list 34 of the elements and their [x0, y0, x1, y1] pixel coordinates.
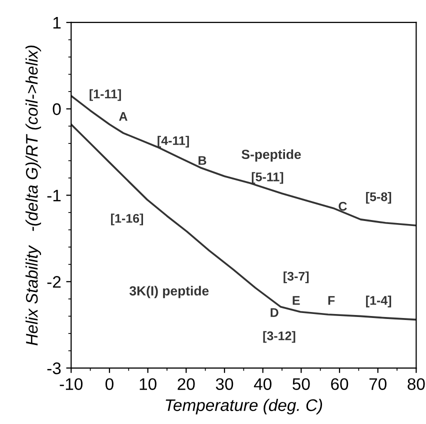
annotation: [1-16]	[111, 214, 144, 226]
x-tick-label: 0	[106, 378, 114, 390]
y-tick-label: -2	[47, 276, 61, 288]
annotation: A	[119, 112, 128, 121]
x-tick-label: 10	[140, 378, 156, 390]
series-label: S-peptide	[242, 149, 301, 162]
annotation: [1-11]	[90, 89, 121, 101]
x-tick-label: 50	[292, 378, 310, 390]
x-tick-label: -10	[60, 378, 83, 390]
x-tick-label: 80	[408, 378, 425, 390]
annotation: E	[292, 296, 300, 305]
line-series	[71, 124, 416, 321]
text: 3K(I) peptide	[129, 286, 209, 298]
annotation: B	[198, 156, 206, 165]
y-tick-label: -1	[47, 190, 61, 202]
annotation: [1-4]	[366, 296, 392, 308]
annotation: [5-8]	[366, 192, 392, 204]
y-axis-title: Helix Stability -(delta G)/RT (coil->helix)	[26, 46, 42, 346]
annotation: [3-12]	[263, 331, 296, 343]
annotation: C	[338, 202, 347, 211]
annotation: [3-7]	[284, 271, 309, 284]
x-tick-label: 70	[369, 378, 386, 390]
y-tick-label: 1	[53, 17, 61, 29]
annotation: [5-11]	[252, 172, 284, 184]
x-tick-label: 60	[331, 378, 348, 390]
annotation: [4-11]	[158, 136, 189, 148]
y-tick-label: -3	[47, 362, 61, 374]
annotation: F	[328, 296, 335, 305]
annotation: D	[270, 308, 278, 317]
x-tick-label: 40	[254, 378, 272, 390]
x-tick-label: 30	[216, 378, 234, 390]
y-tick-label: 0	[52, 103, 61, 116]
x-tick-label: 20	[178, 378, 195, 390]
x-axis-title: Temperature (deg. C)	[166, 398, 322, 414]
